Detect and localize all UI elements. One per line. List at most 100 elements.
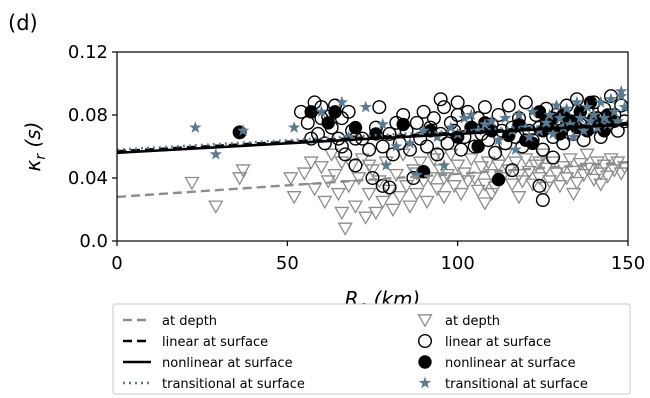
data-point xyxy=(526,105,539,118)
data-point xyxy=(416,104,431,119)
legend-box xyxy=(112,303,631,395)
legend-label: transitional at surface xyxy=(445,377,588,392)
data-point xyxy=(372,100,387,115)
data-point xyxy=(531,172,548,186)
data-point xyxy=(565,165,582,180)
data-point xyxy=(480,156,496,170)
data-point xyxy=(444,121,457,133)
panel-label: (d) xyxy=(8,11,38,35)
data-point xyxy=(528,159,544,173)
data-point xyxy=(553,111,566,124)
data-point xyxy=(511,191,527,205)
data-point xyxy=(579,162,595,177)
data-point xyxy=(368,206,384,221)
data-point xyxy=(437,100,452,115)
data-point xyxy=(351,172,367,186)
data-point xyxy=(580,100,594,113)
data-point xyxy=(484,187,500,202)
data-point xyxy=(304,105,318,119)
data-point xyxy=(375,195,391,210)
data-point xyxy=(567,130,580,143)
data-point xyxy=(604,92,618,105)
data-point xyxy=(236,124,250,136)
data-point xyxy=(485,114,498,127)
data-point xyxy=(603,89,618,104)
data-point xyxy=(334,139,349,154)
data-point xyxy=(559,172,575,186)
data-point xyxy=(473,161,490,175)
data-point xyxy=(488,145,503,160)
data-point xyxy=(426,111,441,126)
data-point xyxy=(341,104,356,119)
data-point xyxy=(342,130,355,143)
data-point xyxy=(594,95,607,108)
data-point xyxy=(335,95,348,108)
data-point xyxy=(531,156,548,170)
data-point xyxy=(327,168,343,183)
data-point xyxy=(512,108,526,121)
data-point xyxy=(509,143,522,155)
data-point xyxy=(478,117,492,130)
data-point xyxy=(615,89,628,102)
data-point xyxy=(412,156,428,170)
series-transitional-at-surface xyxy=(189,84,628,181)
data-point xyxy=(491,172,506,187)
data-point xyxy=(587,108,601,121)
data-point xyxy=(477,178,493,192)
data-point xyxy=(379,158,393,171)
data-point xyxy=(569,176,585,191)
data-point xyxy=(361,187,377,202)
legend: at depth linear at surface nonlinear at su… xyxy=(112,303,631,395)
data-point xyxy=(599,170,616,184)
x-tick-label: 150 xyxy=(611,253,645,274)
data-point xyxy=(507,156,524,170)
data-point xyxy=(208,200,224,214)
data-point xyxy=(611,114,624,127)
data-point xyxy=(523,130,536,143)
data-point xyxy=(184,176,200,191)
data-point xyxy=(460,175,476,189)
data-point xyxy=(358,211,374,225)
data-point xyxy=(419,195,435,210)
data-point xyxy=(586,173,602,188)
legend-marker-swatch xyxy=(418,355,432,369)
data-point xyxy=(569,92,584,107)
data-point xyxy=(538,181,554,195)
data-point xyxy=(618,100,628,113)
data-point xyxy=(409,187,425,202)
data-point xyxy=(313,161,330,175)
fit-line-transitional-at-surface xyxy=(117,120,628,151)
data-point xyxy=(306,183,323,197)
plot-area xyxy=(117,84,628,236)
plot-frame xyxy=(116,51,629,242)
data-point xyxy=(453,187,469,202)
data-point xyxy=(437,158,451,171)
data-point xyxy=(514,175,531,189)
legend-marker-swatch xyxy=(418,334,433,349)
data-point xyxy=(330,187,347,202)
data-layer xyxy=(117,84,628,236)
data-point xyxy=(359,100,372,113)
legend-label: nonlinear at surface xyxy=(162,356,293,371)
data-point xyxy=(209,147,222,160)
data-point xyxy=(540,116,553,129)
data-point xyxy=(323,148,340,162)
data-point xyxy=(347,200,364,214)
data-point xyxy=(524,178,541,192)
data-point xyxy=(283,172,299,186)
data-point xyxy=(450,159,466,173)
data-point xyxy=(477,197,493,211)
data-point xyxy=(422,172,439,186)
data-point xyxy=(392,191,408,205)
data-point xyxy=(450,95,465,110)
data-point xyxy=(603,153,619,167)
data-point xyxy=(563,117,577,130)
data-point xyxy=(334,156,350,170)
data-point xyxy=(431,130,444,143)
y-tick-label: 0.12 xyxy=(68,42,108,63)
data-point xyxy=(410,168,423,181)
data-point xyxy=(348,158,363,173)
data-point xyxy=(546,150,561,165)
